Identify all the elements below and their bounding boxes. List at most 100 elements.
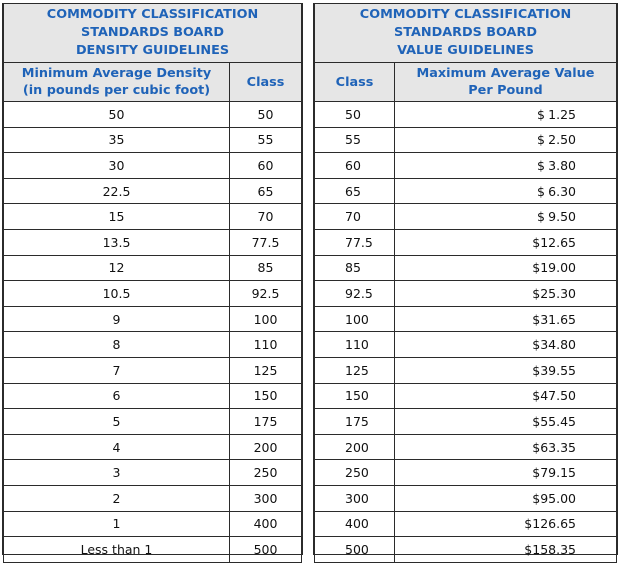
max-value-header-line-2: Per Pound: [468, 83, 543, 98]
table-row: 22.5 65: [3, 177, 302, 205]
value-cell-wrap: $31.65: [395, 307, 616, 332]
value-cell-wrap: $2.50: [395, 128, 616, 153]
class-cell: 175: [314, 408, 395, 435]
class-cell: 300: [229, 484, 302, 512]
currency-symbol: $: [532, 285, 541, 301]
value-cell: $31.65: [394, 305, 617, 333]
value-amount: 6.30: [548, 183, 576, 199]
value-cell-wrap: $1.25: [395, 102, 616, 127]
value-amount: 47.50: [540, 388, 576, 404]
class-cell: 92.5: [229, 280, 302, 307]
currency-symbol: $: [524, 516, 533, 532]
value-cell: $63.35: [394, 433, 617, 461]
table-row: 92.5 $25.30: [314, 280, 617, 307]
table-row: 10.5 92.5: [3, 280, 302, 307]
value-cell-wrap: $95.00: [395, 486, 616, 511]
value-cell-wrap: $19.00: [395, 256, 616, 281]
class-cell: 250: [314, 459, 395, 486]
value-amount: 158.35: [532, 541, 576, 557]
value-cell: $1.25: [394, 101, 617, 128]
currency-symbol: $: [532, 388, 541, 404]
value-amount: 39.55: [540, 362, 576, 378]
value-cell-wrap: $34.80: [395, 332, 616, 357]
class-cell: 85: [314, 254, 395, 282]
density-cell: 3: [3, 459, 230, 486]
class-cell: 100: [314, 305, 395, 333]
table-row: 30 60: [3, 152, 302, 179]
density-cell: 13.5: [3, 228, 230, 256]
class-cell: 110: [229, 331, 302, 358]
value-cell: $126.65: [394, 510, 617, 538]
table-row: 15 70: [3, 203, 302, 230]
value-cell-wrap: $39.55: [395, 358, 616, 383]
density-cell: 12: [3, 254, 230, 282]
value-title-line-3: VALUE GUIDELINES: [397, 43, 534, 58]
table-row: 250 $79.15: [314, 459, 617, 486]
table-row: 200 $63.35: [314, 433, 617, 461]
table-row: 85 $19.00: [314, 254, 617, 282]
table-row: 2 300: [3, 484, 302, 512]
value-cell-wrap: $12.65: [395, 230, 616, 255]
table-row: Less than 1 500: [3, 536, 302, 563]
table-row: 55 $2.50: [314, 126, 617, 154]
density-cell: 30: [3, 152, 230, 179]
density-cell: 4: [3, 433, 230, 461]
value-cell: $6.30: [394, 177, 617, 205]
currency-symbol: $: [537, 106, 545, 122]
value-amount: 25.30: [540, 285, 576, 301]
currency-symbol: $: [537, 132, 545, 148]
currency-symbol: $: [532, 260, 541, 276]
table-row: 300 $95.00: [314, 484, 617, 512]
class-cell: 125: [229, 356, 302, 384]
value-amount: 31.65: [540, 311, 576, 327]
value-cell: $12.65: [394, 228, 617, 256]
class-cell: 300: [314, 484, 395, 512]
value-cell-wrap: $6.30: [395, 179, 616, 204]
density-cell: Less than 1: [3, 536, 230, 563]
table-row: 9 100: [3, 305, 302, 333]
class-cell: 110: [314, 331, 395, 358]
value-cell-wrap: $3.80: [395, 153, 616, 178]
class-cell: 100: [229, 305, 302, 333]
value-amount: 3.80: [548, 157, 576, 173]
table-row: 50 50: [3, 101, 302, 128]
density-cell: 2: [3, 484, 230, 512]
value-cell-wrap: $126.65: [395, 512, 616, 537]
table-row: 3 250: [3, 459, 302, 486]
table-row: 125 $39.55: [314, 356, 617, 384]
value-cell-wrap: $25.30: [395, 281, 616, 306]
table-row: 175 $55.45: [314, 408, 617, 435]
class-cell: 77.5: [229, 228, 302, 256]
value-title-line-2: STANDARDS BOARD: [394, 25, 537, 40]
density-title-line-2: STANDARDS BOARD: [81, 25, 224, 40]
density-title-line-1: COMMODITY CLASSIFICATION: [46, 7, 259, 22]
class-cell: 65: [229, 177, 302, 205]
density-title-line-3: DENSITY GUIDELINES: [75, 43, 230, 58]
value-cell-wrap: $47.50: [395, 384, 616, 409]
table-row: 4 200: [3, 433, 302, 461]
value-amount: 63.35: [540, 439, 576, 455]
value-cell-wrap: $79.15: [395, 460, 616, 485]
table-row: 50 $1.25: [314, 101, 617, 128]
column-header-min-density: Minimum Average Density (in pounds per c…: [3, 62, 230, 102]
table-row: 110 $34.80: [314, 331, 617, 358]
value-cell: $55.45: [394, 408, 617, 435]
table-row: 60 $3.80: [314, 152, 617, 179]
value-cell-wrap: $55.45: [395, 409, 616, 434]
class-cell: 70: [229, 203, 302, 230]
class-cell: 250: [229, 459, 302, 486]
max-value-header-line-1: Maximum Average Value: [416, 66, 595, 81]
currency-symbol: $: [532, 311, 541, 327]
value-cell: $2.50: [394, 126, 617, 154]
currency-symbol: $: [537, 209, 545, 225]
class-cell: 500: [229, 536, 302, 563]
currency-symbol: $: [537, 183, 545, 199]
density-cell: 7: [3, 356, 230, 384]
value-cell: $9.50: [394, 203, 617, 230]
currency-symbol: $: [532, 362, 541, 378]
value-title-line-1: COMMODITY CLASSIFICATION: [359, 7, 572, 22]
table-row: 500 $158.35: [314, 536, 617, 563]
class-cell: 77.5: [314, 228, 395, 256]
class-cell: 50: [314, 101, 395, 128]
value-cell-wrap: $63.35: [395, 435, 616, 460]
